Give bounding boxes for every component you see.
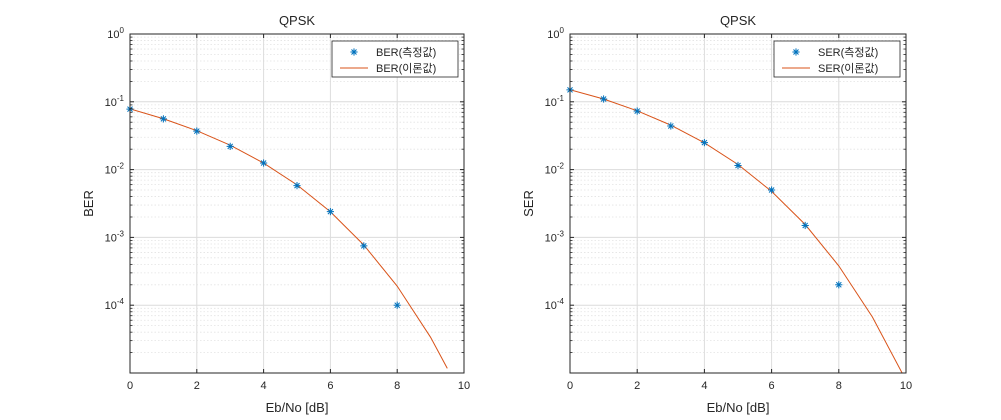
data-point-stroke	[394, 302, 401, 309]
y-tick-label: 10-1	[545, 94, 565, 109]
plot-area	[570, 34, 906, 373]
data-point-stroke	[227, 143, 234, 150]
data-point-stroke	[294, 182, 300, 189]
data-point	[835, 281, 843, 289]
x-tick-label: 10	[458, 380, 470, 392]
x-axis-label: Eb/No [dB]	[266, 400, 329, 415]
legend: BER(측정값) BER(이론값)	[331, 40, 459, 78]
chart-title: QPSK	[720, 13, 756, 28]
y-tick-label: 10-1	[105, 94, 125, 109]
x-axis-label: Eb/No [dB]	[707, 400, 770, 415]
data-point	[633, 107, 641, 115]
data-point-stroke	[360, 242, 367, 249]
data-point	[226, 142, 234, 150]
y-tick-label: 10-4	[545, 297, 565, 312]
x-tick-label: 0	[567, 380, 573, 392]
data-point-stroke	[802, 222, 809, 229]
legend: SER(측정값) SER(이론값)	[773, 40, 901, 78]
legend-marker-stroke	[351, 49, 357, 55]
x-tick-label: 2	[194, 380, 200, 392]
x-tick-label: 0	[127, 380, 133, 392]
data-point	[768, 186, 776, 194]
data-point	[734, 161, 742, 170]
y-tick-label: 100	[107, 26, 124, 41]
y-tick-label: 10-2	[545, 162, 565, 177]
x-tick-label: 2	[634, 380, 640, 392]
x-tick-label: 6	[769, 380, 775, 392]
data-point-stroke	[735, 162, 741, 169]
y-tick-label: 10-4	[105, 297, 125, 312]
data-point-stroke	[193, 128, 200, 134]
x-tick-label: 8	[836, 380, 842, 392]
data-point-stroke	[835, 281, 842, 288]
data-point-stroke	[634, 108, 641, 114]
data-point	[193, 127, 201, 135]
y-tick-label: 10-2	[105, 162, 125, 177]
data-point	[293, 182, 301, 190]
data-point-stroke	[260, 160, 267, 166]
data-point	[360, 242, 368, 250]
x-tick-label: 4	[261, 380, 267, 392]
legend-label: BER(측정값)	[376, 46, 436, 59]
legend-marker-stroke	[793, 49, 799, 55]
plot-area	[130, 34, 464, 373]
legend-marker-swatch	[792, 48, 800, 56]
legend-label: SER(측정값)	[818, 46, 878, 59]
grid	[570, 34, 906, 373]
grid	[130, 34, 464, 373]
y-tick-label: 10-3	[105, 229, 125, 244]
data-point-stroke	[667, 123, 674, 129]
data-point-stroke	[160, 115, 167, 122]
data-point	[159, 115, 167, 123]
data-point-stroke	[600, 96, 607, 102]
legend-marker-swatch	[350, 48, 358, 56]
chart-panel-2: 0 2 4 6 8 10 100 10-1 10-2 10-3 10-4 QPSK Eb/No [dB]…	[521, 13, 912, 415]
legend-box	[773, 40, 901, 78]
y-tick-label: 100	[547, 26, 564, 41]
data-point	[600, 95, 608, 103]
data-point-stroke	[327, 208, 334, 215]
x-tick-label: 10	[900, 380, 912, 392]
legend-box	[331, 40, 459, 78]
data-point	[393, 301, 401, 309]
legend-label: BER(이론값)	[376, 62, 436, 75]
x-tick-label: 8	[394, 380, 400, 392]
data-point	[667, 122, 675, 130]
y-axis-label: BER	[81, 190, 96, 217]
data-point-stroke	[768, 187, 775, 193]
y-tick-label: 10-3	[545, 229, 565, 244]
data-point	[801, 221, 809, 230]
data-point	[700, 139, 708, 147]
data-point	[326, 208, 334, 216]
axes-box	[129, 33, 465, 374]
data-point	[260, 159, 268, 167]
data-point-stroke	[701, 139, 708, 146]
chart-title: QPSK	[279, 13, 315, 28]
x-tick-label: 6	[327, 380, 333, 392]
chart-panel-1: 0 2 4 6 8 10 100 10-1 10-2 10-3 10-4 QPSK Eb/No [dB]…	[81, 13, 470, 415]
y-axis-label: SER	[521, 190, 536, 217]
axes-box	[569, 33, 907, 374]
x-tick-label: 4	[701, 380, 707, 392]
legend-label: SER(이론값)	[818, 62, 878, 75]
